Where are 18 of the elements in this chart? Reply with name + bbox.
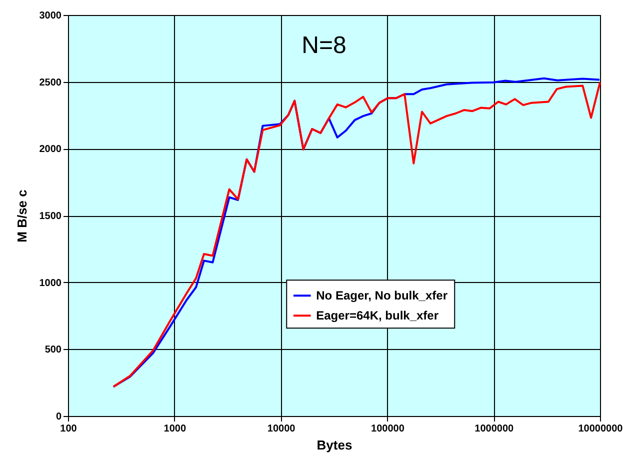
legend-label: No Eager, No bulk_xfer bbox=[316, 288, 448, 303]
y-tick-label: 0 bbox=[56, 412, 62, 422]
y-tick-label: 2500 bbox=[39, 77, 62, 88]
x-tick-label: 10000 bbox=[267, 424, 296, 434]
y-tick-label: 500 bbox=[44, 344, 62, 356]
y-tick-label: 1000 bbox=[39, 278, 62, 289]
text: N=8 bbox=[302, 32, 346, 59]
x-tick-label: 100 bbox=[60, 424, 78, 434]
y-tick-label: 1500 bbox=[39, 211, 62, 222]
legend-label: Eager=64K, bulk_xfer bbox=[316, 308, 439, 323]
x-tick-label: 10000000 bbox=[578, 424, 623, 434]
y-tick-label: 3000 bbox=[39, 10, 62, 22]
x-axis-title: Bytes bbox=[316, 438, 352, 452]
y-tick-label: 2000 bbox=[39, 144, 62, 156]
x-tick-label: 100000 bbox=[371, 424, 405, 434]
x-tick-label: 1000 bbox=[164, 424, 186, 434]
y-axis-title: M B/se c bbox=[14, 190, 30, 242]
x-tick-label: 1000000 bbox=[474, 424, 514, 434]
